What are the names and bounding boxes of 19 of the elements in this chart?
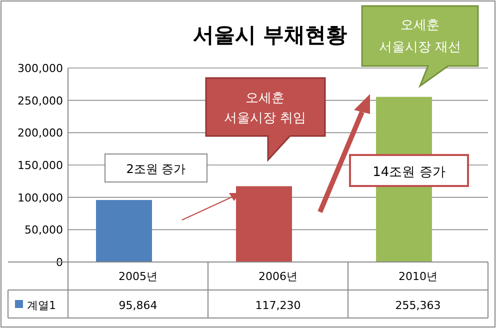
y-tick-label: 100,000 bbox=[18, 191, 63, 204]
y-tick-label: 250,000 bbox=[18, 94, 63, 108]
y-tick-label: 300,000 bbox=[18, 62, 63, 75]
x-tick-label: 2005년 bbox=[118, 270, 158, 283]
text: 오세훈 서울시장 재선 bbox=[378, 18, 462, 55]
y-tick-label: 150,000 bbox=[18, 159, 63, 172]
annotation: 14조원 증가 bbox=[372, 165, 446, 180]
chart-title: 서울시 부채현황 bbox=[192, 23, 348, 47]
bar bbox=[96, 200, 152, 262]
legend-label: 계열1 bbox=[27, 299, 56, 312]
data-label: 255,363 bbox=[395, 299, 441, 312]
annotation: 2조원 증가 bbox=[126, 162, 186, 176]
x-tick-label: 2006년 bbox=[258, 270, 298, 283]
y-tick-label: 50,000 bbox=[24, 224, 63, 237]
data-label: 117,230 bbox=[255, 299, 301, 312]
x-tick-label: 2010년 bbox=[398, 270, 438, 283]
data-label: 95,864 bbox=[118, 299, 158, 312]
y-tick-label: 200,000 bbox=[18, 126, 63, 140]
bar bbox=[236, 186, 292, 262]
